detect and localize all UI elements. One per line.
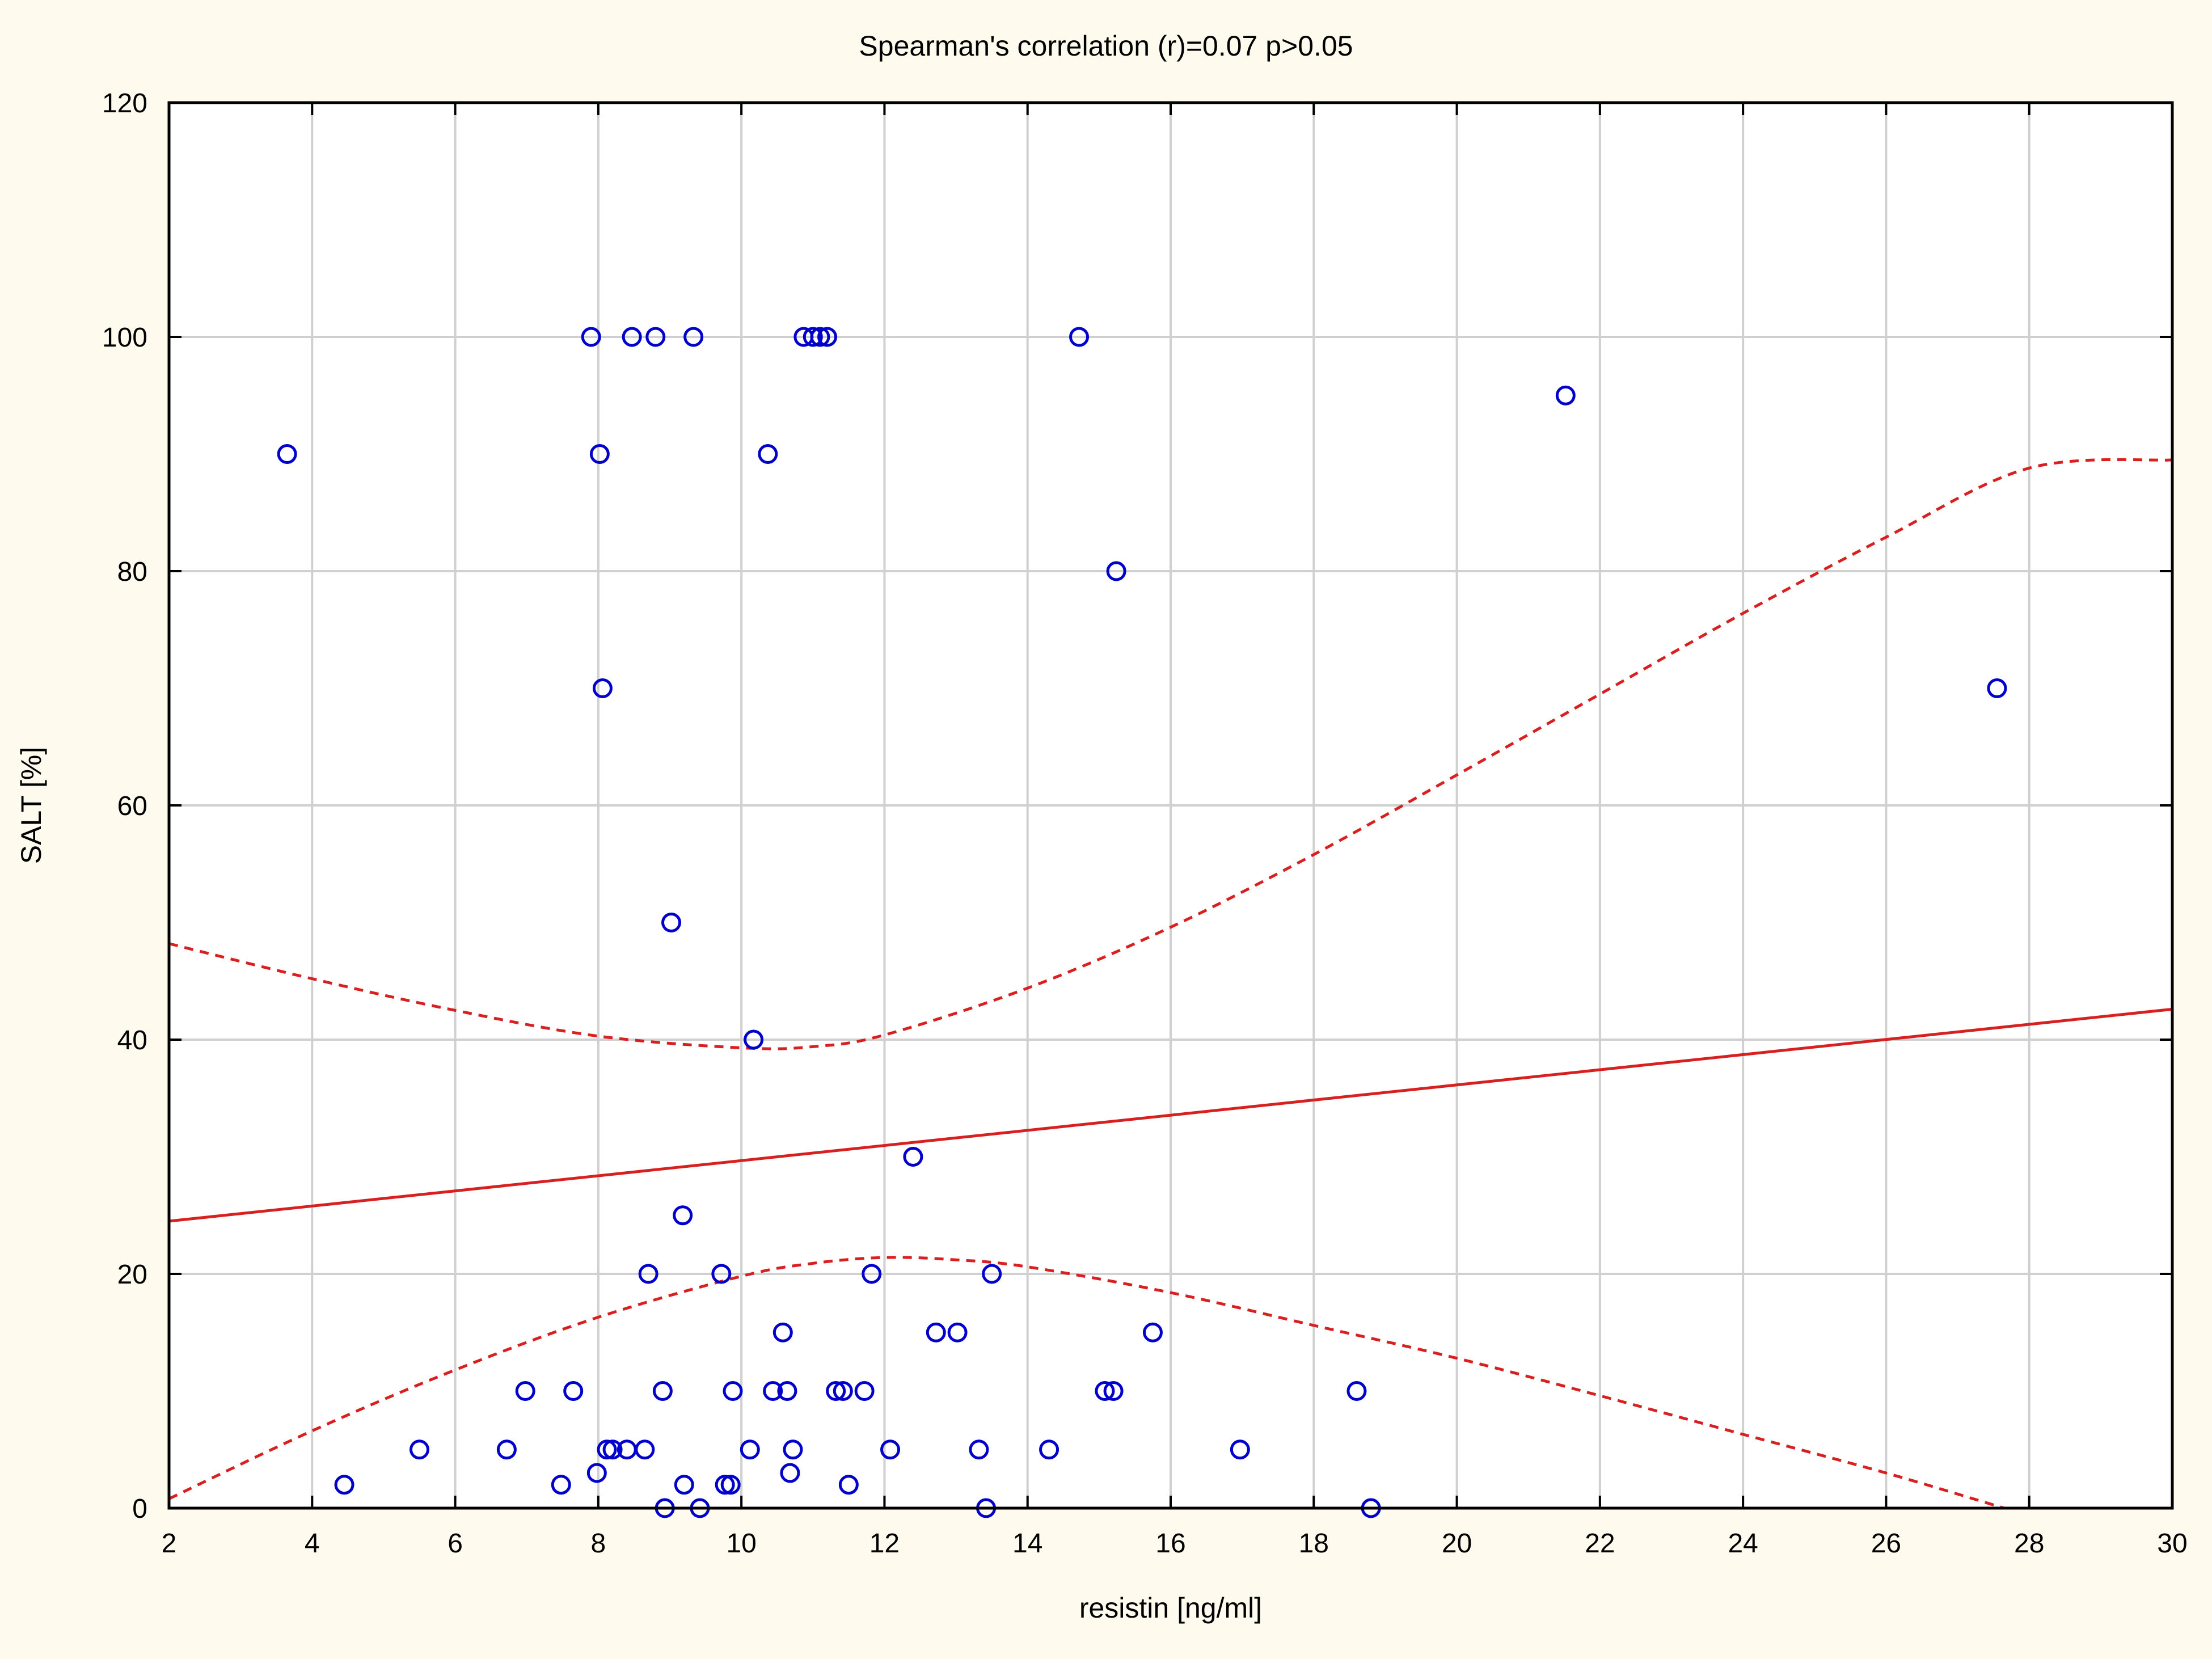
- x-axis-label: resistin [ng/ml]: [1079, 1592, 1262, 1624]
- y-tick-label: 0: [132, 1494, 147, 1524]
- regression-line: [169, 1007, 2172, 1223]
- data-point: [592, 678, 613, 698]
- lower-confidence-line: [169, 1256, 2005, 1508]
- data-point: [803, 327, 823, 347]
- data-point: [1987, 678, 2007, 698]
- x-tick-label: 14: [1012, 1529, 1042, 1559]
- y-axis-label: SALT [%]: [15, 747, 47, 864]
- data-point: [810, 327, 830, 347]
- data-point: [817, 327, 838, 347]
- y-tick-label: 100: [102, 323, 147, 353]
- y-tick-label: 80: [117, 557, 147, 587]
- x-tick-label: 28: [2014, 1529, 2044, 1559]
- data-point: [496, 1440, 517, 1460]
- data-point: [783, 1440, 803, 1460]
- data-point: [833, 1381, 853, 1401]
- data-point: [589, 444, 610, 464]
- x-tick-label: 4: [305, 1529, 320, 1559]
- data-point: [780, 1463, 800, 1483]
- data-point: [645, 327, 666, 347]
- x-tick-label: 10: [726, 1529, 756, 1559]
- fit-line-group: [169, 1007, 2172, 1223]
- data-point: [1142, 1322, 1163, 1343]
- data-point: [772, 1322, 793, 1343]
- data-point: [1069, 327, 1090, 347]
- data-point: [903, 1147, 923, 1167]
- x-tick-label: 18: [1299, 1529, 1329, 1559]
- data-point: [715, 1475, 735, 1495]
- data-point: [1346, 1381, 1367, 1401]
- data-point: [777, 1381, 797, 1401]
- data-point: [638, 1264, 658, 1284]
- data-point: [334, 1475, 354, 1495]
- x-tick-label: 2: [162, 1529, 177, 1559]
- chart-title: Spearman's correlation (r)=0.07 p>0.05: [859, 30, 1353, 62]
- y-tick-label: 40: [117, 1025, 147, 1056]
- data-point: [1555, 385, 1576, 406]
- y-tick-label: 120: [102, 88, 147, 119]
- data-point: [410, 1440, 429, 1460]
- data-point: [515, 1381, 535, 1401]
- data-point: [673, 1205, 693, 1226]
- x-tick-label: 8: [591, 1529, 606, 1559]
- data-point: [854, 1381, 875, 1401]
- data-point: [740, 1440, 760, 1460]
- data-point: [880, 1440, 901, 1460]
- data-point: [723, 1381, 743, 1401]
- data-point: [947, 1322, 968, 1343]
- data-point: [1039, 1440, 1059, 1460]
- data-points: [277, 327, 2007, 1518]
- data-point: [763, 1381, 783, 1401]
- data-point: [563, 1381, 584, 1401]
- data-point: [586, 1463, 607, 1483]
- data-point: [838, 1475, 859, 1495]
- x-tick-label: 22: [1585, 1529, 1615, 1559]
- data-point: [661, 913, 682, 932]
- data-point: [826, 1381, 846, 1401]
- y-tick-label: 20: [117, 1260, 147, 1290]
- data-point: [674, 1475, 694, 1495]
- data-point: [744, 1029, 764, 1050]
- x-axis-ticks: 2 4 6 8 10 12 14 16 18 20 22 24 26 28 30: [162, 103, 2188, 1559]
- x-tick-label: 12: [869, 1529, 900, 1559]
- x-tick-label: 24: [1728, 1529, 1758, 1559]
- y-axis-ticks: 0 20 40 60 80 100 120: [102, 88, 2172, 1524]
- data-point: [277, 444, 297, 464]
- data-point: [1106, 561, 1126, 581]
- data-point: [581, 327, 601, 347]
- data-point: [1103, 1381, 1124, 1401]
- data-point: [602, 1440, 623, 1460]
- data-point: [622, 327, 642, 347]
- data-point: [635, 1440, 655, 1460]
- data-point: [652, 1381, 673, 1401]
- x-tick-label: 20: [1442, 1529, 1472, 1559]
- data-point: [1230, 1440, 1250, 1460]
- data-point: [758, 444, 778, 464]
- data-point: [969, 1440, 989, 1460]
- data-point: [982, 1264, 1002, 1284]
- upper-confidence-line: [169, 458, 2172, 1050]
- x-tick-label: 16: [1155, 1529, 1185, 1559]
- data-point: [926, 1322, 946, 1343]
- y-tick-label: 60: [117, 791, 147, 821]
- data-point: [862, 1264, 882, 1284]
- x-tick-label: 26: [1871, 1529, 1901, 1559]
- data-point: [711, 1264, 732, 1284]
- x-tick-label: 30: [2157, 1529, 2187, 1559]
- x-tick-label: 6: [448, 1529, 463, 1559]
- confidence-bands: [169, 458, 2172, 1508]
- data-point: [1095, 1381, 1115, 1401]
- data-point: [683, 327, 704, 347]
- data-point: [551, 1475, 571, 1495]
- data-point: [720, 1475, 741, 1495]
- data-point: [597, 1440, 617, 1460]
